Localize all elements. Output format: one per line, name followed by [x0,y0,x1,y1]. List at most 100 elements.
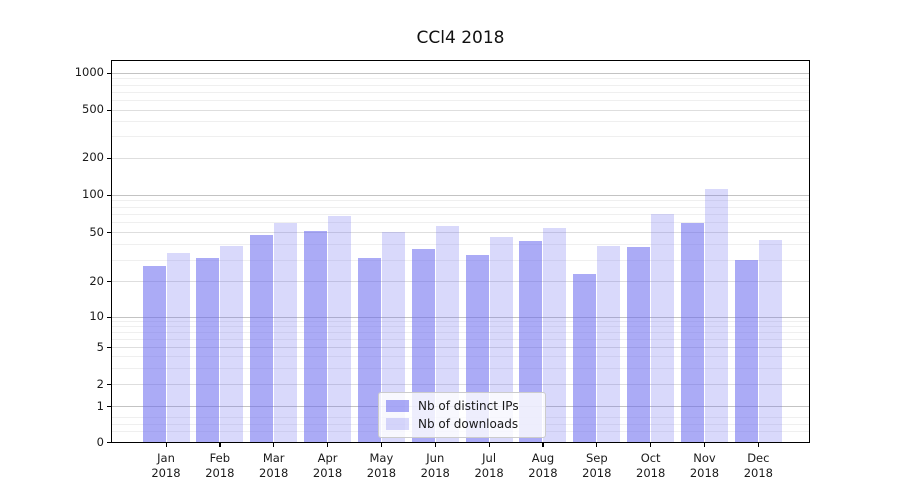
gridline [112,157,809,159]
y-tick-mark [107,232,111,234]
x-tick-mark [704,443,706,447]
bar-downloads-aug [543,227,567,442]
x-tick-label: Nov 2018 [689,451,720,480]
y-tick-label: 1 [96,398,104,413]
y-tick-label: 50 [89,224,104,239]
x-tick-label: Aug 2018 [528,451,558,480]
y-tick-label: 100 [82,187,104,201]
x-tick-mark [219,443,221,447]
x-tick-mark [542,443,544,447]
x-tick-label: Oct 2018 [636,451,666,480]
legend-swatch-distinct-ips [386,400,409,412]
x-tick-mark [650,443,652,447]
gridline [112,91,809,93]
x-tick-label: Jul 2018 [474,451,504,480]
bar-downloads-oct [651,213,675,442]
y-tick-label: 10 [89,309,104,323]
gridline [112,84,809,86]
x-tick-label: Jan 2018 [151,451,181,480]
chart-title: CCl4 2018 [416,28,505,48]
y-tick-mark [107,281,111,283]
bar-distinct-ips-sep [573,274,597,442]
gridline [112,206,809,208]
bar-downloads-feb [220,245,244,442]
legend-item-downloads: Nb of downloads [386,415,538,433]
bar-downloads-nov [705,188,728,442]
y-tick-label: 500 [82,102,104,116]
gridline [112,281,809,283]
bar-distinct-ips-dec [734,260,758,442]
x-tick-label: Mar 2018 [259,451,289,480]
bar-downloads-mar [274,222,298,442]
bar-distinct-ips-may [357,258,381,442]
gridline [112,338,809,340]
gridline [112,72,809,74]
legend-label-distinct-ips: Nb of distinct IPs [418,399,519,413]
x-tick-label: Feb 2018 [205,451,235,480]
x-tick-mark [757,443,760,447]
legend-item-distinct-ips: Nb of distinct IPs [386,397,538,415]
y-tick-mark [107,157,111,159]
y-tick-mark [107,72,111,75]
x-tick-mark [327,443,329,447]
gridline [112,222,809,224]
gridline [112,384,809,385]
x-tick-mark [380,443,383,447]
x-tick-label: Jun 2018 [420,451,450,480]
x-tick-label: May 2018 [366,451,397,480]
plot-area: Nb of distinct IPs Nb of downloads [111,60,810,443]
gridline [112,332,809,334]
y-tick-mark [107,442,111,444]
y-tick-mark [107,316,111,318]
bar-downloads-apr [328,215,352,442]
bar-downloads-jun [435,225,459,442]
x-tick-mark [596,443,598,447]
gridline [112,316,809,318]
gridline [112,321,809,323]
x-tick-mark [434,443,436,447]
bar-distinct-ips-oct [627,247,651,442]
x-tick-mark [488,443,490,447]
gridline [112,244,809,246]
y-tick-mark [107,109,111,111]
bar-distinct-ips-mar [250,234,274,442]
bar-downloads-sep [597,245,621,442]
gridline [112,326,809,328]
gridline [112,356,809,357]
gridline [112,213,809,215]
gridline [112,109,809,111]
x-tick-label: Dec 2018 [743,451,773,480]
y-tick-label: 5 [96,339,104,354]
bar-distinct-ips-feb [196,258,220,442]
bar-downloads-jul [489,237,513,442]
x-tick-label: Apr 2018 [312,451,343,480]
x-tick-mark [165,443,167,447]
gridline [112,367,809,369]
gridline [112,78,809,80]
y-tick-mark [107,406,111,408]
y-tick-label: 0 [96,434,104,449]
bar-downloads-dec [758,239,782,442]
bar-distinct-ips-apr [304,230,328,442]
y-tick-label: 20 [89,273,104,288]
gridline [112,99,809,101]
x-tick-label: Sep 2018 [582,451,612,480]
gridline [112,121,809,123]
y-tick-label: 200 [82,150,104,165]
y-tick-mark [107,194,111,196]
legend-label-downloads: Nb of downloads [418,417,519,431]
bar-downloads-may [381,231,405,442]
legend-swatch-downloads [386,418,409,430]
bar-distinct-ips-nov [681,222,704,442]
y-tick-mark [107,347,111,349]
gridline [112,259,809,261]
y-tick-mark [107,384,111,386]
gridline [112,200,809,202]
bar-distinct-ips-jan [142,265,166,442]
gridline [112,347,809,348]
legend: Nb of distinct IPs Nb of downloads [378,392,546,438]
bar-downloads-jan [166,253,190,442]
bar-distinct-ips-aug [519,240,543,442]
x-tick-mark [273,443,275,447]
